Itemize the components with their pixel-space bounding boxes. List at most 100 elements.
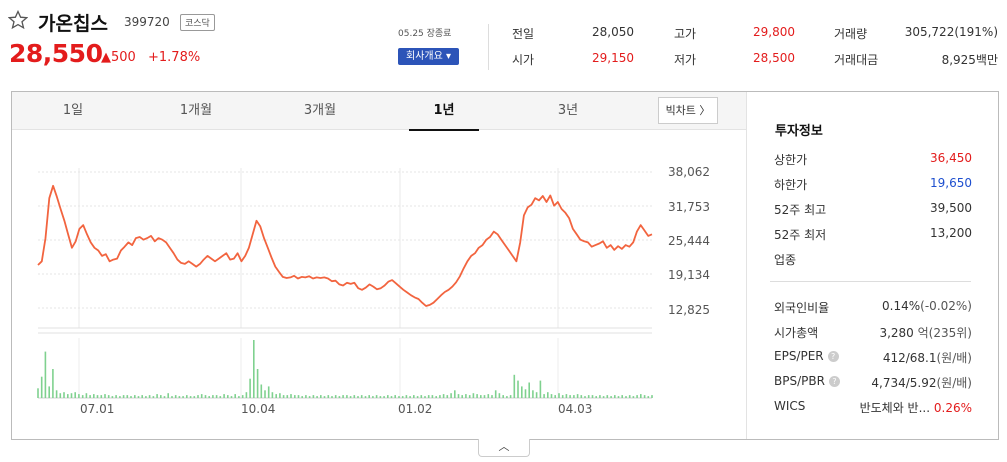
- volume-bar: [640, 394, 642, 398]
- y-tick: 25,444: [668, 234, 710, 248]
- volume-bar: [476, 394, 478, 398]
- price-chart: [37, 168, 653, 399]
- tab-1year[interactable]: 1년: [409, 92, 479, 131]
- tab-1day[interactable]: 1일: [62, 103, 84, 118]
- volume-bar: [465, 394, 467, 398]
- volume-bar: [219, 396, 222, 398]
- tab-1month[interactable]: 1개월: [179, 103, 213, 118]
- volume-bar: [439, 395, 441, 398]
- volume-bar: [189, 396, 192, 398]
- volume-bar: [480, 395, 482, 398]
- volume-bar: [360, 395, 363, 398]
- volume-bar: [178, 396, 181, 398]
- volume-bar: [494, 390, 497, 398]
- volume-bar: [107, 395, 110, 398]
- big-chart-button[interactable]: 빅차트 〉: [658, 97, 718, 124]
- volume-bar: [614, 395, 616, 398]
- x-tick: 01.02: [398, 402, 433, 416]
- volume-bar: [81, 395, 84, 398]
- volume-bar: [100, 395, 103, 398]
- volume-bar: [297, 395, 300, 398]
- volume-bar: [256, 369, 259, 398]
- high-label: 고가: [674, 27, 697, 41]
- volume-bar: [550, 394, 553, 398]
- company-overview-button[interactable]: 회사개요 ▾: [398, 48, 459, 65]
- y-tick: 31,753: [668, 200, 710, 214]
- volume-bar: [498, 393, 501, 398]
- volume-bar: [346, 395, 348, 398]
- volume-bar: [394, 395, 396, 398]
- volume-bar: [40, 376, 43, 398]
- volume-bar: [457, 394, 460, 398]
- volume-bar: [416, 396, 419, 398]
- volume-bar: [331, 396, 333, 398]
- volume-bar: [565, 394, 568, 398]
- volume-bar: [461, 395, 463, 398]
- volume-bar: [134, 395, 136, 398]
- tab-3year[interactable]: 3년: [557, 103, 579, 118]
- volume-bar: [636, 395, 638, 398]
- low-label: 저가: [674, 53, 697, 67]
- y-tick: 38,062: [668, 165, 710, 179]
- favorite-star-icon[interactable]: [7, 9, 29, 30]
- volume-bar: [148, 395, 151, 398]
- volume-bar: [234, 394, 236, 398]
- volume-bar: [312, 395, 315, 398]
- volume-bar: [528, 382, 530, 398]
- low-value: 28,500: [753, 51, 795, 65]
- volume-bar: [249, 378, 251, 398]
- x-tick: 07.01: [80, 402, 115, 416]
- high-value: 29,800: [753, 25, 795, 39]
- volume-bar: [137, 396, 140, 398]
- volume-bar: [431, 395, 434, 398]
- volume-bar: [267, 386, 270, 398]
- wics-label: WICS: [774, 399, 806, 413]
- volume-bar: [74, 392, 76, 398]
- volume-bar: [208, 396, 210, 398]
- volume-bar: [126, 395, 129, 398]
- tab-3month[interactable]: 3개월: [303, 103, 337, 118]
- volume-bar: [279, 393, 281, 398]
- wics-value[interactable]: 반도체와 반... 0.26%: [859, 401, 972, 415]
- volume-bar: [591, 395, 594, 398]
- volume-bar: [547, 392, 549, 398]
- volume-bar: [349, 396, 352, 398]
- volume-bar: [141, 395, 143, 398]
- collapse-handle[interactable]: ︿: [478, 439, 530, 457]
- volume-bar: [450, 393, 452, 398]
- volume-bar: [357, 396, 359, 398]
- trading-amount-label: 거래대금: [834, 53, 879, 67]
- volume-bar: [305, 395, 307, 398]
- volume-bar: [334, 395, 337, 398]
- volume-value: 305,722(191%): [904, 25, 998, 39]
- lower-limit-value: 19,650: [930, 176, 972, 190]
- volume-bar: [632, 396, 635, 398]
- volume-bar: [308, 396, 311, 398]
- volume-bar: [584, 396, 586, 398]
- volume-bar: [606, 395, 609, 398]
- volume-bar: [398, 396, 400, 398]
- volume-bar: [282, 395, 285, 398]
- x-tick: 10.04: [241, 402, 276, 416]
- volume-bar: [182, 396, 184, 398]
- volume-bar: [353, 395, 356, 398]
- volume-bar: [37, 388, 39, 398]
- volume-bar: [111, 396, 114, 398]
- investment-info-title: 투자정보: [775, 124, 823, 139]
- volume-bar: [413, 395, 415, 398]
- help-icon[interactable]: ?: [827, 351, 839, 362]
- period-tabs: 1일 1개월 3개월 1년 3년: [12, 92, 746, 131]
- volume-bar: [160, 395, 162, 398]
- volume-bar: [171, 396, 173, 398]
- help-icon[interactable]: ?: [828, 376, 840, 387]
- volume-bar: [167, 393, 169, 398]
- open-label: 시가: [512, 53, 535, 67]
- stock-name: 가온칩스: [38, 13, 108, 35]
- volume-bar: [119, 396, 121, 398]
- volume-label: 거래량: [834, 27, 868, 41]
- volume-bar: [532, 390, 534, 398]
- volume-bar: [472, 393, 475, 398]
- volume-bar: [55, 390, 58, 398]
- volume-bar: [446, 395, 449, 398]
- volume-bar: [491, 395, 493, 398]
